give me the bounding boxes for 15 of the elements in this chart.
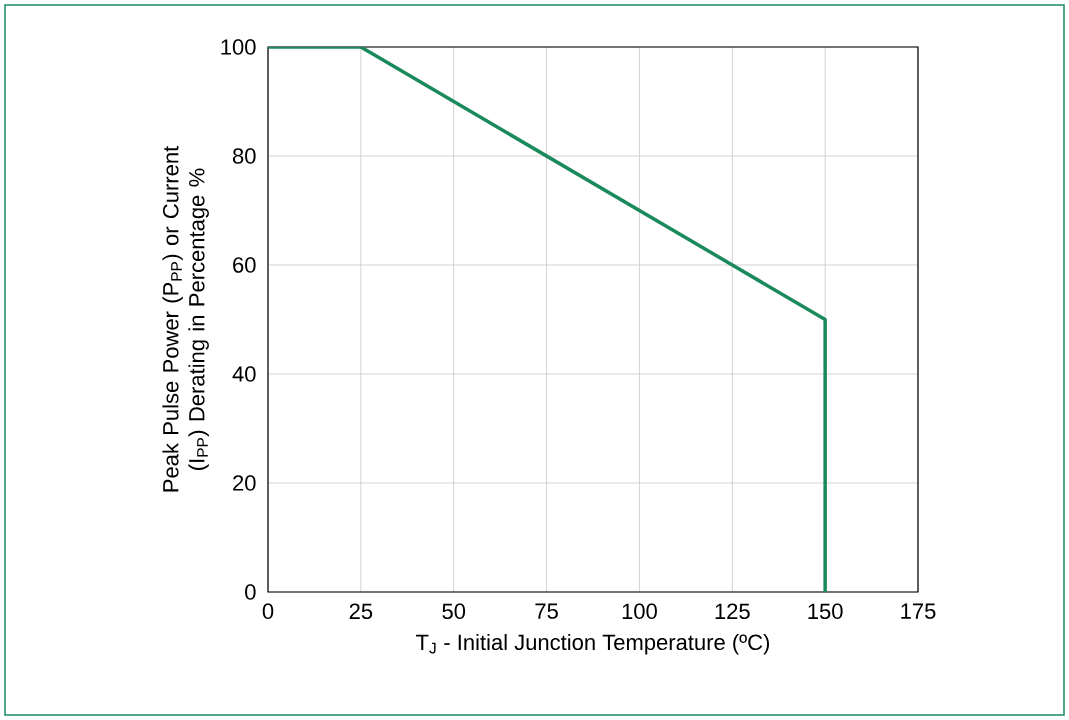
x-tick-label: 100 [622,603,657,620]
x-tick-label: 125 [715,603,750,620]
x-tick-label: 175 [901,603,936,619]
y-tick-label: 60 [233,257,256,273]
x-tick-label: 75 [535,603,558,619]
x-tick-label: 150 [808,603,843,620]
y-tick-label: 20 [233,475,256,491]
x-tick-label: 50 [442,603,466,620]
y-tick-label: 40 [232,366,256,382]
y-tick-label: 0 [245,584,256,600]
x-axis-title: T$_{J}$ - Initial Junction Temperature (ºC) [416,633,770,655]
x-tick-label: 0 [262,603,274,620]
x-tick-label: 25 [349,603,373,620]
y-tick-label: 80 [232,148,256,164]
y-tick-label: 100 [221,39,256,55]
